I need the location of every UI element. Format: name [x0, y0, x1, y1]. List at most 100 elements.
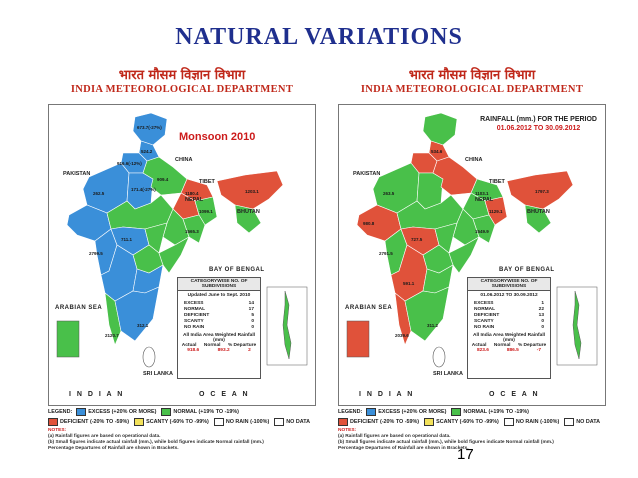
category-label: SCANTY — [474, 318, 494, 324]
india-rainfall-map-2010 — [56, 112, 308, 368]
lakshadweep-box — [346, 320, 370, 358]
swatch-icon — [48, 418, 58, 426]
subdivision-value: 980.8 — [363, 221, 375, 226]
andaman-islands — [282, 290, 292, 360]
category-row: EXCESS 1 — [468, 300, 550, 306]
aiw-value: 2 — [248, 348, 251, 353]
category-value: 0 — [541, 324, 544, 330]
subdivision-value: 1549.9 — [475, 229, 489, 234]
subdivision-value: 1129.1 — [489, 209, 503, 214]
subdivision-value: 727.5 — [411, 237, 423, 242]
region-kerala — [104, 292, 122, 346]
subdivision-value: 711.1 — [121, 237, 133, 242]
aiw-title: All India Area Weighted Rainfall (mm) — [473, 333, 545, 343]
region-odisha — [182, 214, 206, 244]
legend-scanty: SCANTY (-60% TO -99%) — [424, 418, 499, 426]
note-line: (a) Rainfall figures are based on operat… — [48, 434, 161, 439]
aiw-header: % Departure — [227, 343, 257, 348]
category-label: NO RAIN — [184, 324, 205, 330]
legend-normal: NORMAL (+19% TO -19%) — [451, 408, 529, 416]
categorywise-box: CATEGORYWISE NO. OF SUBDIVISIONS Updated… — [177, 277, 261, 379]
swatch-icon — [274, 418, 285, 426]
monsoon-2010-label: Monsoon 2010 — [179, 131, 256, 143]
subdivision-value: 909.4 — [157, 177, 169, 182]
region-up — [142, 156, 188, 196]
label-pakistan: PAKISTAN — [63, 171, 91, 177]
category-value: 17 — [248, 306, 254, 312]
region-odisha — [472, 214, 496, 244]
category-row: DEFICIENT 13 — [468, 312, 550, 318]
category-label: EXCESS — [184, 300, 204, 306]
category-value: 1 — [541, 300, 544, 306]
aiw-value: 886.5 — [506, 348, 519, 353]
note-line: (b) Small figures indicate actual rainfa… — [48, 440, 264, 445]
category-row: NORMAL 22 — [468, 306, 550, 312]
label-bay-of-bengal: BAY OF BENGAL — [209, 267, 265, 273]
category-value: 14 — [248, 300, 254, 306]
note-line: Percentage Departures of Rainfall are sh… — [48, 446, 179, 451]
imd-english-header: INDIA METEOROLOGICAL DEPARTMENT — [360, 84, 584, 95]
swatch-icon — [338, 418, 348, 426]
swatch-icon — [213, 418, 224, 426]
category-label: DEFICIENT — [184, 312, 210, 318]
label-sri-lanka: SRI LANKA — [433, 371, 463, 377]
sri-lanka — [432, 346, 446, 368]
region-ne — [216, 170, 284, 210]
map-notes: NOTES: (a) Rainfall figures are based on… — [48, 428, 316, 452]
subdivision-value: 524.2 — [141, 149, 153, 154]
label-tibet: TIBET — [199, 179, 215, 185]
aiw-header: Actual — [471, 343, 487, 348]
map-legend: LEGEND: EXCESS (+20% OR MORE) NORMAL (+1… — [48, 408, 316, 452]
note-line: (b) Small figures indicate actual rainfa… — [338, 440, 554, 445]
legend-no-rain: NO RAIN (-100%) — [213, 418, 269, 426]
aiw-value: 893.2 — [217, 348, 230, 353]
category-label: DEFICIENT — [474, 312, 500, 318]
notes-title: NOTES: — [48, 428, 67, 433]
swatch-icon — [424, 418, 435, 426]
swatch-icon — [564, 418, 575, 426]
region-gangetic-wb — [484, 196, 508, 226]
subdivision-value: 2799.5 — [89, 251, 103, 256]
region-jk — [422, 112, 458, 146]
swatch-icon — [161, 408, 172, 416]
region-ne-south — [234, 204, 262, 234]
region-vidarbha — [144, 222, 168, 254]
category-row: NO RAIN 0 — [468, 324, 550, 330]
label-ocean: O C E A N — [489, 391, 540, 398]
label-arabian-sea: ARABIAN SEA — [345, 305, 393, 311]
region-ne-south — [524, 204, 552, 234]
region-up — [432, 156, 478, 196]
label-sri-lanka: SRI LANKA — [143, 371, 173, 377]
aiw-values: 823.6 886.5 -7 — [468, 348, 550, 353]
subdivision-value: 263.5 — [383, 191, 395, 196]
legend-title: LEGEND: — [338, 409, 363, 415]
category-row: SCANTY 0 — [178, 318, 260, 324]
rainfall-title: RAINFALL (mm.) FOR THE PERIOD — [480, 116, 597, 123]
category-value: 13 — [538, 312, 544, 318]
rainfall-period: 01.06.2012 TO 30.09.2012 — [496, 125, 581, 132]
india-rainfall-map-2012 — [346, 112, 598, 368]
aiw-value: -7 — [536, 348, 542, 353]
legend-title: LEGEND: — [48, 409, 73, 415]
imd-english-header: INDIA METEOROLOGICAL DEPARTMENT — [70, 84, 294, 95]
subdivision-value: 916.6(-12%) — [117, 161, 142, 166]
map-panel-2010: भारत मौसम विज्ञान विभाग INDIA METEOROLOG… — [48, 62, 316, 451]
subdivision-value: 1180.4 — [185, 191, 199, 196]
region-tamil-nadu — [404, 286, 450, 342]
categorywise-box: CATEGORYWISE NO. OF SUBDIVISIONS 01.06.2… — [467, 277, 551, 379]
subdivision-value: 2120.7 — [105, 333, 119, 338]
aiw-header: Normal — [493, 343, 511, 348]
label-indian: I N D I A N — [359, 391, 415, 398]
legend-no-rain: NO RAIN (-100%) — [503, 418, 559, 426]
subdivision-value: 171.4(-27%) — [131, 187, 156, 192]
note-line: Percentage Departures of Rainfall are sh… — [338, 446, 469, 451]
rainfall-period-title: RAINFALL (mm.) FOR THE PERIOD 01.06.2012… — [480, 115, 597, 133]
category-value: 0 — [251, 324, 254, 330]
map-legend: LEGEND: EXCESS (+20% OR MORE) NORMAL (+1… — [338, 408, 606, 452]
label-ocean: O C E A N — [199, 391, 250, 398]
legend-no-data: NO DATA — [564, 418, 600, 426]
legend-no-data: NO DATA — [274, 418, 310, 426]
category-label: EXCESS — [474, 300, 494, 306]
category-value: 0 — [251, 318, 254, 324]
imd-hindi-header: भारत मौसम विज्ञान विभाग — [118, 68, 246, 83]
